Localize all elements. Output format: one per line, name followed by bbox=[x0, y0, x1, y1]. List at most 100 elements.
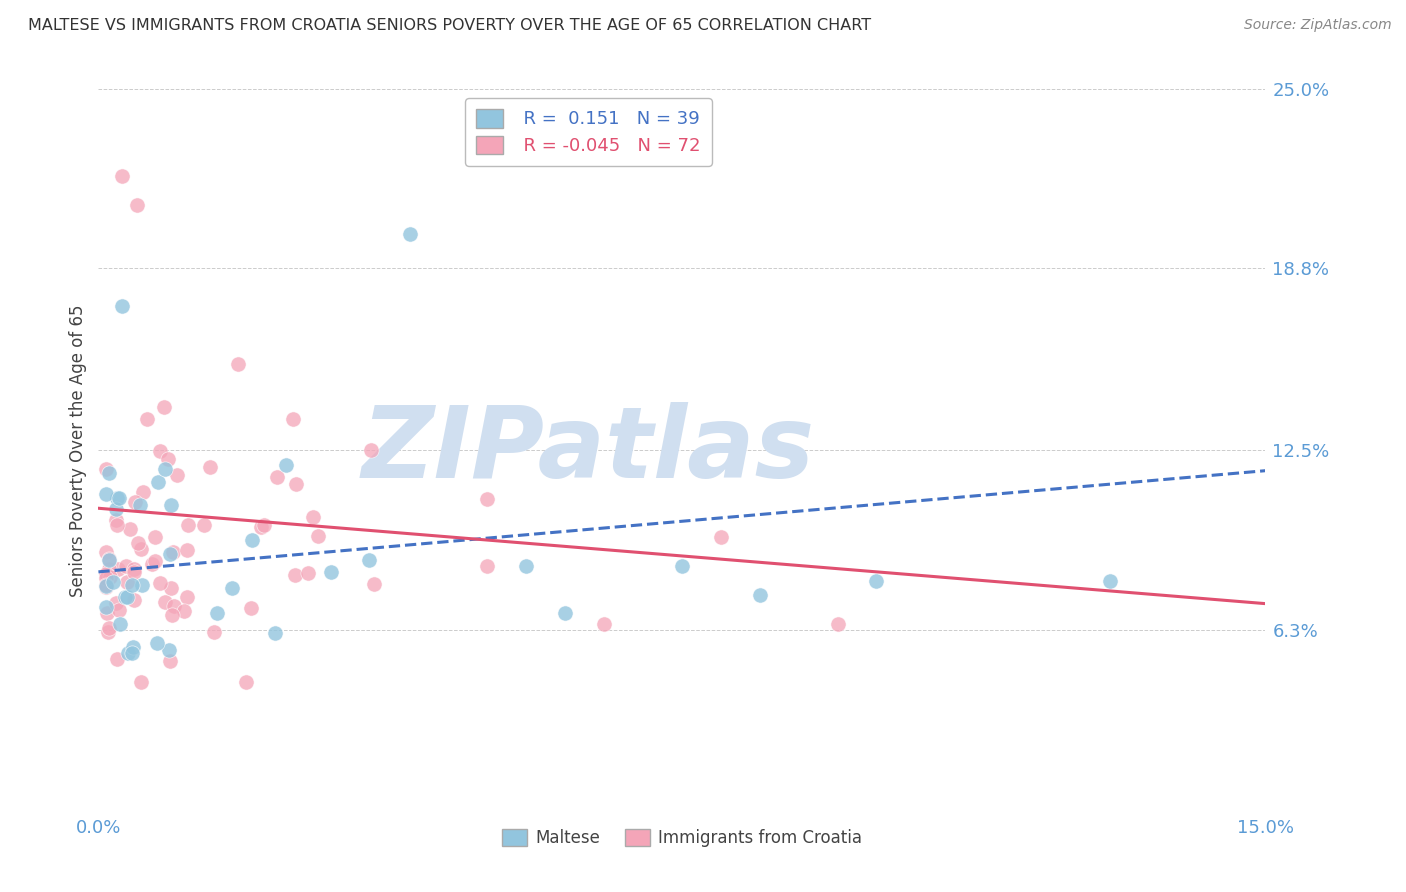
Point bbox=[97, 624, 120, 639]
Point bbox=[159, 547, 181, 561]
Point bbox=[129, 498, 152, 512]
Point bbox=[96, 487, 118, 501]
Point bbox=[363, 577, 385, 591]
Point bbox=[98, 570, 121, 584]
Point bbox=[284, 477, 307, 491]
Point bbox=[115, 574, 138, 589]
Point bbox=[200, 460, 222, 475]
Point bbox=[122, 562, 145, 576]
Point bbox=[108, 491, 131, 505]
Point bbox=[96, 577, 118, 591]
Point bbox=[160, 581, 183, 595]
Point bbox=[124, 495, 146, 509]
Point bbox=[122, 565, 145, 579]
Point bbox=[235, 674, 257, 689]
Point bbox=[96, 566, 118, 581]
Text: ZIPatlas: ZIPatlas bbox=[361, 402, 815, 499]
Point bbox=[104, 513, 127, 527]
Point bbox=[157, 642, 180, 657]
Point bbox=[252, 517, 274, 532]
Point bbox=[143, 554, 166, 568]
Point bbox=[105, 491, 128, 505]
Point bbox=[101, 574, 124, 589]
Point bbox=[240, 533, 263, 548]
Point bbox=[153, 595, 176, 609]
Point bbox=[274, 458, 297, 473]
Point bbox=[136, 412, 159, 426]
Point bbox=[127, 535, 149, 549]
Point bbox=[477, 491, 499, 506]
Point bbox=[111, 299, 134, 313]
Point bbox=[131, 578, 153, 592]
Point bbox=[827, 616, 849, 631]
Point bbox=[284, 568, 307, 582]
Point bbox=[193, 517, 215, 532]
Point bbox=[163, 599, 186, 614]
Point bbox=[127, 198, 149, 212]
Point bbox=[515, 559, 537, 574]
Point bbox=[124, 593, 146, 607]
Point bbox=[105, 652, 128, 666]
Point bbox=[177, 518, 200, 533]
Point bbox=[104, 596, 127, 610]
Point bbox=[129, 542, 152, 557]
Point bbox=[160, 608, 183, 623]
Point bbox=[98, 553, 121, 567]
Point bbox=[153, 462, 176, 476]
Point bbox=[115, 591, 138, 605]
Point bbox=[131, 485, 153, 500]
Point bbox=[96, 579, 118, 593]
Point bbox=[166, 467, 188, 482]
Point bbox=[98, 562, 121, 576]
Point bbox=[111, 169, 134, 183]
Text: Source: ZipAtlas.com: Source: ZipAtlas.com bbox=[1244, 18, 1392, 32]
Point bbox=[105, 517, 128, 532]
Point bbox=[114, 591, 136, 605]
Point bbox=[398, 227, 420, 241]
Point bbox=[477, 559, 499, 574]
Point bbox=[121, 640, 143, 655]
Point bbox=[107, 603, 129, 617]
Point bbox=[162, 545, 184, 559]
Point bbox=[96, 606, 118, 620]
Point bbox=[129, 674, 152, 689]
Point bbox=[360, 443, 382, 458]
Point bbox=[98, 552, 121, 566]
Point bbox=[107, 562, 129, 576]
Point bbox=[263, 625, 285, 640]
Point bbox=[710, 530, 733, 544]
Point bbox=[104, 501, 127, 516]
Point bbox=[176, 543, 198, 558]
Point bbox=[748, 588, 770, 602]
Point bbox=[173, 604, 195, 618]
Point bbox=[96, 571, 118, 585]
Text: MALTESE VS IMMIGRANTS FROM CROATIA SENIORS POVERTY OVER THE AGE OF 65 CORRELATIO: MALTESE VS IMMIGRANTS FROM CROATIA SENIO… bbox=[28, 18, 872, 33]
Y-axis label: Seniors Poverty Over the Age of 65: Seniors Poverty Over the Age of 65 bbox=[69, 304, 87, 597]
Point bbox=[114, 558, 136, 573]
Point bbox=[149, 444, 172, 458]
Point bbox=[359, 553, 381, 567]
Point bbox=[249, 520, 271, 534]
Point bbox=[110, 616, 132, 631]
Point bbox=[865, 574, 887, 588]
Point bbox=[96, 545, 118, 559]
Point bbox=[1098, 574, 1121, 588]
Point bbox=[121, 646, 143, 660]
Legend: Maltese, Immigrants from Croatia: Maltese, Immigrants from Croatia bbox=[495, 822, 869, 854]
Point bbox=[159, 654, 181, 668]
Point bbox=[156, 452, 179, 467]
Point bbox=[146, 636, 169, 650]
Point bbox=[301, 510, 323, 524]
Point bbox=[240, 600, 263, 615]
Point bbox=[159, 498, 181, 512]
Point bbox=[143, 529, 166, 543]
Point bbox=[307, 529, 329, 543]
Point bbox=[321, 565, 343, 579]
Point bbox=[228, 357, 250, 371]
Point bbox=[96, 462, 118, 476]
Point bbox=[96, 599, 118, 614]
Point bbox=[297, 566, 319, 581]
Point bbox=[98, 467, 121, 481]
Point bbox=[141, 557, 163, 571]
Point bbox=[593, 616, 616, 631]
